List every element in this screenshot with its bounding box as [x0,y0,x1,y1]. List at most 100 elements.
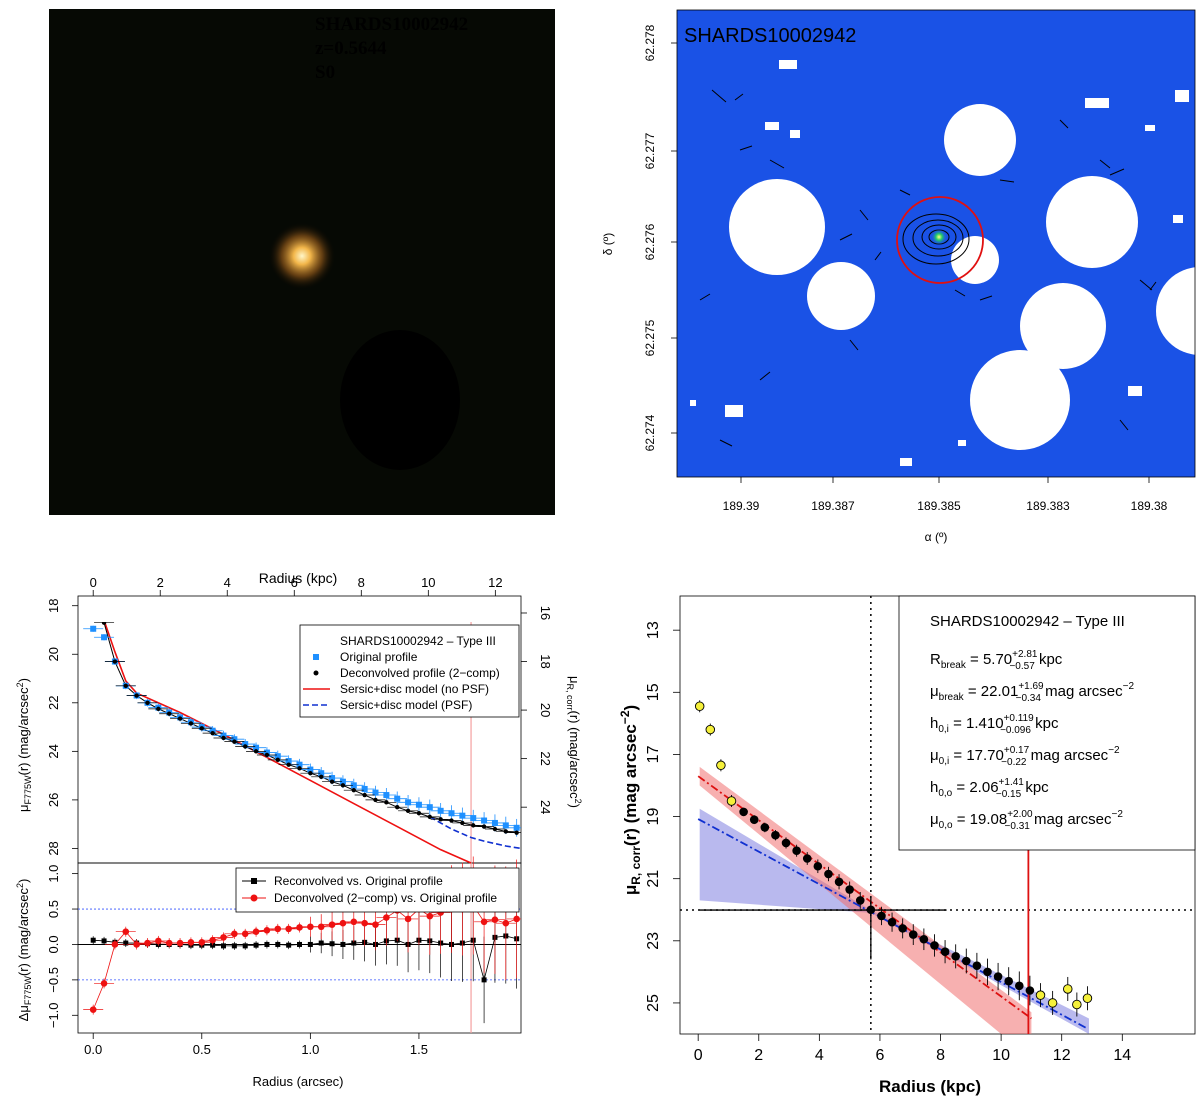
map-x-tick: 189.39 [723,499,760,513]
deconvolved-point [384,800,389,805]
break-legend-line: Rbreak = 5.70+2.81 −0.57 kpc [930,649,1063,672]
res-y-tick-label: 1.0 [46,865,61,883]
reconv-point [481,977,487,983]
profile-point [983,967,992,977]
deconvolved-point [416,811,422,816]
excluded-point [1047,998,1058,1008]
mask-circle [970,350,1070,450]
deconvolved-point [449,818,454,823]
deconv-res-point [252,928,260,936]
break-x-label: Radius (kpc) [879,1077,981,1096]
original-point [209,727,216,734]
model-psf-line [429,816,521,850]
deconvolved-point [319,774,324,780]
deconv-res-point [144,939,151,947]
top-tick-label: 10 [421,575,435,590]
deconv-res-point [220,934,227,941]
legend-original-marker [313,654,319,660]
break-legend-line: μbreak = 22.01+1.69 −0.34 mag arcsec−2 [930,681,1134,704]
reconv-point [329,941,335,947]
profile-point [993,972,1003,981]
y-tick-label: 18 [46,598,61,612]
deconv-res-point [383,914,390,921]
original-point [253,744,260,751]
reconv-point [220,943,226,949]
legend-nopsf-label: Sersic+disc model (no PSF) [340,682,489,696]
mask-circle [1046,176,1138,268]
deconvolved-point [340,783,346,788]
profile-point [739,807,748,817]
deconvolved-point [177,716,183,721]
deconvolved-point [492,826,498,832]
outer-fit-band [699,808,1089,1034]
residual-legend-box [235,867,520,913]
mask-circle [1020,283,1106,369]
deconvolved-point [395,804,400,810]
original-point [491,819,498,826]
deconvolved-point [329,779,335,784]
legend-deconvolved-marker [313,670,319,676]
deconvolved-point [91,602,95,606]
profile-point [898,924,907,933]
legend-deconv-label: Deconvolved (2−comp) vs. Original profil… [274,891,497,905]
x-tick-label: 0.0 [84,1042,102,1057]
y-tick-label: 23 [645,932,662,950]
mask-circle [807,262,875,330]
map-y-axis: 62.278 62.277 62.276 62.275 62.274 δ (º) [601,24,677,451]
deconv-res-point [231,930,238,938]
deconvolved-point [264,752,270,758]
top-tick-label: 4 [224,575,231,590]
deconv-res-point [361,919,368,927]
excluded-point [705,724,716,735]
deconv-res-point [426,912,434,920]
profile-point [1025,986,1035,995]
break-legend-line: μ0,i = 17.70+0.17 −0.22 mag arcsec−2 [930,745,1120,768]
original-point [361,785,368,792]
y2-tick-label: 22 [538,751,553,765]
break-marks [680,596,1195,1034]
mask-circle [729,179,825,275]
x-tick-label: 2 [754,1047,763,1064]
deconvolved-point [101,622,107,625]
x-tick-label: 12 [1053,1047,1071,1064]
top-tick-label: 12 [488,575,502,590]
original-point [437,807,444,814]
deconvolved-point [514,830,519,835]
map-x-tick: 189.383 [1026,499,1070,513]
profile-point [930,941,939,950]
profile-legend-box [299,624,520,718]
reconv-point [307,941,313,947]
original-point [242,741,249,748]
profile-point [845,885,854,894]
res-y-tick-label: 0.5 [46,900,61,918]
original-point [339,778,346,785]
y2-tick-label: 18 [538,654,553,668]
profile-point [760,823,770,832]
profile-point [940,947,950,956]
mask-circle [944,104,1016,176]
deconv-res-point [100,980,108,987]
deconvolved-point [275,757,280,763]
y-tick-label: 26 [46,793,61,807]
deconv-res-point [372,921,379,928]
map-x-tick: 189.38 [1131,499,1168,513]
deconv-res-point [122,928,130,936]
break-y-label: μR, corr(r) (mag arcsec−2) [618,705,643,895]
excluded-point [1035,990,1046,1000]
deconvolved-line [103,622,517,834]
map-y-tick: 62.277 [643,132,657,169]
reconv-point [101,938,107,944]
deconvolved-point [253,749,259,754]
deconv-res-line [92,905,517,1010]
map-x-tick: 189.385 [917,499,961,513]
y-tick-label: 22 [46,696,61,710]
deconvolved-point [123,683,128,689]
profile-y2-label: μR, corr(r) (mag/arcsec2) [565,676,583,808]
x-tick-label: 10 [992,1047,1010,1064]
reconv-point [123,940,129,946]
break-legend-title: SHARDS10002942 – Type III [930,613,1125,630]
deconv-res-point [307,923,314,931]
deconvolved-point [199,726,204,731]
original-point [90,625,97,632]
deconvolved-point [134,693,139,698]
